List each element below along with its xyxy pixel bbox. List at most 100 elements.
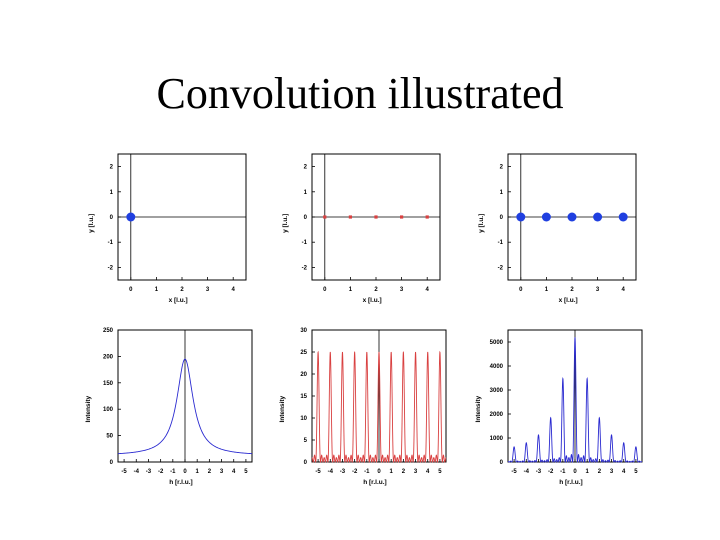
x-tick-label: 4 <box>622 469 626 475</box>
x-tick-label: -1 <box>170 469 176 475</box>
x-tick-label: 3 <box>400 287 404 293</box>
x-tick-label: -1 <box>560 469 566 475</box>
x-tick-label: 1 <box>390 469 394 475</box>
x-tick-label: -3 <box>340 469 346 475</box>
y-tick-label: 1 <box>500 190 504 196</box>
x-tick-label: 4 <box>232 287 236 293</box>
x-tick-label: 0 <box>183 469 187 475</box>
y-tick-label: 15 <box>300 394 307 400</box>
series-line <box>117 358 253 455</box>
y-tick-label: 2 <box>304 165 308 171</box>
x-tick-label: -1 <box>364 469 370 475</box>
bottom-middle-chart: -5 -4 -3 -2 -1 0 1 2 3 4 5 30 25 20 15 10 5 0 h [r.l.u.] In… <box>279 328 447 486</box>
y-tick-label: 0 <box>110 215 114 221</box>
x-tick-label: 0 <box>129 287 133 293</box>
x-axis-label: h [r.l.u.] <box>363 479 386 486</box>
y-tick-label: 0 <box>304 215 308 221</box>
x-tick-label: 5 <box>438 469 442 475</box>
x-tick-label: 3 <box>414 469 418 475</box>
data-point <box>567 212 577 222</box>
data-point <box>425 215 429 219</box>
x-tick-label: 2 <box>598 469 602 475</box>
data-point <box>323 215 327 219</box>
y-axis-label: Intensity <box>475 395 482 422</box>
x-tick-label: 1 <box>196 469 200 475</box>
x-tick-label: 1 <box>545 287 549 293</box>
x-tick-label: -5 <box>315 469 321 475</box>
y-axis-label: Intensity <box>85 395 92 422</box>
y-tick-label: 3000 <box>490 388 504 394</box>
x-tick-label: 2 <box>374 287 378 293</box>
y-tick-label: 2 <box>110 165 114 171</box>
x-tick-label: -4 <box>328 469 334 475</box>
x-tick-label: 1 <box>586 469 590 475</box>
x-tick-label: -3 <box>536 469 542 475</box>
x-tick-label: -5 <box>121 469 127 475</box>
x-tick-label: -4 <box>134 469 140 475</box>
x-tick-label: 4 <box>232 469 236 475</box>
series-line <box>311 350 447 464</box>
data-point <box>374 215 378 219</box>
data-point <box>348 215 352 219</box>
data-point <box>541 212 551 222</box>
y-axis-label: y [l.u.] <box>478 214 485 233</box>
y-axis-label: Intensity <box>279 395 286 422</box>
bottom-right-chart: -5 -4 -3 -2 -1 0 1 2 3 4 5 5000 4000 3000 2000 1000 0 h [… <box>475 329 643 486</box>
x-tick-label: 0 <box>519 287 523 293</box>
y-tick-label: 50 <box>106 434 113 440</box>
slide-title: Convolution illustrated <box>156 69 564 118</box>
y-tick-label: 1 <box>110 190 114 196</box>
x-tick-label: 2 <box>570 287 574 293</box>
data-point <box>126 212 136 222</box>
y-tick-label: 1000 <box>490 436 504 442</box>
series-line <box>507 337 643 463</box>
x-tick-label: 0 <box>573 469 577 475</box>
x-tick-label: -5 <box>511 469 517 475</box>
data-point <box>618 212 628 222</box>
y-tick-label: 5 <box>304 438 308 444</box>
x-axis-label: x [l.u.] <box>559 297 578 304</box>
x-tick-label: 2 <box>180 287 184 293</box>
x-tick-label: 4 <box>426 287 430 293</box>
x-tick-label: -3 <box>146 469 152 475</box>
x-axis-label: x [l.u.] <box>169 297 188 304</box>
x-tick-label: -2 <box>352 469 358 475</box>
x-tick-label: 3 <box>206 287 210 293</box>
x-tick-label: 5 <box>634 469 638 475</box>
y-tick-label: -1 <box>498 240 504 246</box>
x-axis-label: x [l.u.] <box>363 297 382 304</box>
y-tick-label: 2 <box>500 165 504 171</box>
y-tick-label: 0 <box>110 460 114 466</box>
y-tick-label: 0 <box>304 460 308 466</box>
x-tick-label: 4 <box>622 287 626 293</box>
x-tick-label: 0 <box>323 287 327 293</box>
y-tick-label: 2000 <box>490 412 504 418</box>
x-axis-label: h [r.l.u.] <box>559 479 582 486</box>
y-tick-label: 1 <box>304 190 308 196</box>
y-axis-label: y [l.u.] <box>282 214 289 233</box>
y-tick-label: 4000 <box>490 364 504 370</box>
y-tick-label: -2 <box>108 265 114 271</box>
data-point <box>593 212 603 222</box>
x-tick-label: 3 <box>610 469 614 475</box>
y-tick-label: 0 <box>500 215 504 221</box>
x-axis-label: h [r.l.u.] <box>169 479 192 486</box>
x-tick-label: -4 <box>524 469 530 475</box>
data-point <box>400 215 404 219</box>
x-tick-label: 3 <box>220 469 224 475</box>
y-tick-label: 150 <box>103 381 114 387</box>
y-tick-label: 250 <box>103 328 114 334</box>
data-point <box>516 212 526 222</box>
x-tick-label: 2 <box>208 469 212 475</box>
x-tick-label: -2 <box>158 469 164 475</box>
x-tick-label: 5 <box>244 469 248 475</box>
bottom-left-chart: -5 -4 -3 -2 -1 0 1 2 3 4 5 250 200 150 100 50 0 h [r.l.u.… <box>85 328 253 486</box>
y-tick-label: -1 <box>302 240 308 246</box>
y-tick-label: 5000 <box>490 340 504 346</box>
x-tick-label: 2 <box>402 469 406 475</box>
x-tick-label: -2 <box>548 469 554 475</box>
top-left-chart: 0 1 2 3 4 2 1 0 -1 -2 x [l.u.] y [l.u.] <box>88 153 247 304</box>
x-tick-label: 1 <box>349 287 353 293</box>
y-tick-label: 30 <box>300 328 307 334</box>
x-tick-label: 3 <box>596 287 600 293</box>
